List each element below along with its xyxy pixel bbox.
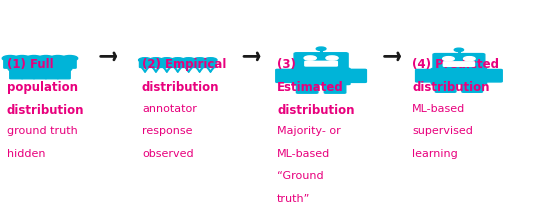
Text: (3): (3) [277,58,296,71]
FancyBboxPatch shape [194,61,205,68]
Text: ML-based: ML-based [277,149,330,159]
FancyBboxPatch shape [34,71,47,79]
FancyBboxPatch shape [161,61,172,68]
Text: observed: observed [142,149,193,159]
Text: ML-based: ML-based [412,103,465,114]
Text: annotator: annotator [142,103,197,114]
Circle shape [316,47,326,50]
Text: population: population [7,81,78,94]
Circle shape [2,55,18,61]
Circle shape [464,57,475,61]
FancyBboxPatch shape [39,60,52,68]
Text: (2) Empirical: (2) Empirical [142,58,227,71]
Circle shape [171,58,184,62]
FancyBboxPatch shape [63,60,76,68]
FancyBboxPatch shape [292,68,350,84]
Text: learning: learning [412,149,458,159]
FancyBboxPatch shape [172,61,183,68]
Circle shape [20,66,36,72]
FancyBboxPatch shape [294,53,348,69]
FancyBboxPatch shape [296,82,318,93]
Circle shape [62,55,78,61]
Circle shape [150,58,162,62]
FancyBboxPatch shape [205,61,216,68]
Circle shape [454,48,464,52]
FancyBboxPatch shape [462,82,483,92]
Circle shape [50,55,66,61]
FancyBboxPatch shape [140,61,151,68]
FancyBboxPatch shape [4,60,17,68]
FancyBboxPatch shape [45,71,58,79]
Circle shape [56,66,71,72]
FancyBboxPatch shape [22,71,34,79]
FancyBboxPatch shape [443,62,474,66]
FancyBboxPatch shape [16,60,28,68]
FancyBboxPatch shape [28,60,40,68]
FancyBboxPatch shape [431,68,486,84]
Circle shape [326,56,338,60]
FancyBboxPatch shape [150,61,162,68]
Circle shape [44,66,60,72]
Text: Estimated: Estimated [277,81,343,94]
FancyBboxPatch shape [10,71,23,79]
Text: distribution: distribution [412,81,490,94]
Circle shape [8,66,24,72]
Text: hidden: hidden [7,149,45,159]
Circle shape [204,58,217,62]
Text: distribution: distribution [142,81,219,94]
Circle shape [32,66,48,72]
Text: response: response [142,126,192,136]
Text: Majority- or: Majority- or [277,126,341,136]
FancyBboxPatch shape [58,71,70,79]
FancyBboxPatch shape [348,69,366,82]
Text: distribution: distribution [7,103,84,117]
FancyBboxPatch shape [276,69,294,82]
FancyBboxPatch shape [433,54,485,69]
Circle shape [138,58,151,62]
Circle shape [193,58,206,62]
Circle shape [182,58,195,62]
Text: truth”: truth” [277,194,310,204]
Circle shape [161,58,173,62]
Circle shape [443,57,454,61]
FancyBboxPatch shape [52,60,64,68]
Circle shape [26,55,42,61]
Circle shape [38,55,54,61]
FancyBboxPatch shape [484,69,502,82]
Text: (1) Full: (1) Full [7,58,54,71]
FancyBboxPatch shape [305,61,337,66]
FancyBboxPatch shape [416,69,433,82]
Text: (4) Predicted: (4) Predicted [412,58,499,71]
Text: distribution: distribution [277,103,355,117]
Text: “Ground: “Ground [277,171,324,181]
Text: ground truth: ground truth [7,126,78,136]
FancyBboxPatch shape [324,82,346,93]
FancyBboxPatch shape [183,61,194,68]
Circle shape [304,56,316,60]
FancyBboxPatch shape [435,82,456,92]
Text: supervised: supervised [412,126,473,136]
Circle shape [14,55,30,61]
